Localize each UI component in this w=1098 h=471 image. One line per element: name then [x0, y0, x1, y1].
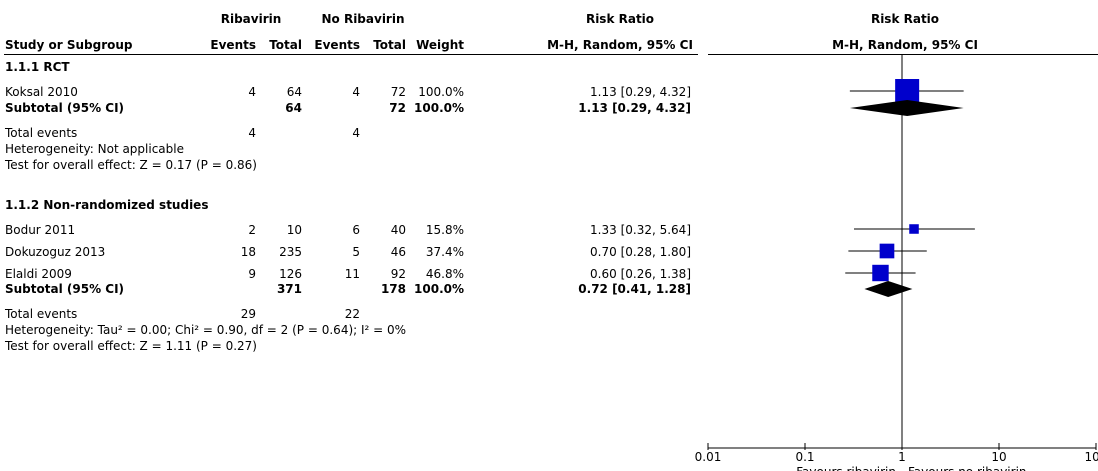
- total-events-2: 22: [344, 307, 360, 321]
- subtotal-diamond: [864, 281, 913, 297]
- events-1: 9: [248, 267, 256, 281]
- subtotal-ci-text: 0.72 [0.41, 1.28]: [578, 282, 691, 296]
- x-tick-label: 1: [898, 450, 906, 464]
- header-total-1: Total: [269, 38, 302, 52]
- total-events-2: 4: [352, 126, 360, 140]
- events-2: 6: [352, 223, 360, 237]
- total-2: 40: [390, 223, 406, 237]
- effect-square: [872, 264, 889, 282]
- subtotal-total-1: 371: [276, 282, 302, 296]
- header-method-right: M-H, Random, 95% CI: [832, 38, 978, 52]
- subtotal-diamond: [849, 100, 964, 116]
- weight: 46.8%: [425, 267, 464, 281]
- header-method-left: M-H, Random, 95% CI: [547, 38, 693, 52]
- x-tick-label: 10: [991, 450, 1006, 464]
- total-1: 126: [279, 267, 302, 281]
- header-group-no-ribavirin: No Ribavirin: [321, 12, 405, 26]
- heterogeneity-text: Heterogeneity: Not applicable: [5, 142, 184, 156]
- ci-text: 0.70 [0.28, 1.80]: [590, 245, 691, 259]
- events-2: 5: [352, 245, 360, 259]
- x-tick-label: 100: [1085, 450, 1098, 464]
- total-1: 64: [286, 85, 302, 99]
- subgroup-title: 1.1.1 RCT: [5, 60, 70, 74]
- overall-effect-text: Test for overall effect: Z = 0.17 (P = 0…: [5, 158, 257, 172]
- total-2: 92: [390, 267, 406, 281]
- header-events-2: Events: [314, 38, 360, 52]
- ci-text: 0.60 [0.26, 1.38]: [590, 267, 691, 281]
- events-1: 4: [248, 85, 256, 99]
- favours-right-label: Favours no ribavirin: [908, 465, 1027, 471]
- total-events-label: Total events: [5, 126, 78, 140]
- study-name: Elaldi 2009: [5, 267, 72, 281]
- events-2: 11: [344, 267, 360, 281]
- subtotal-total-2: 178: [380, 282, 406, 296]
- events-1: 18: [240, 245, 256, 259]
- weight: 100.0%: [418, 85, 464, 99]
- header-underline-plot: [708, 54, 1098, 55]
- subtotal-weight: 100.0%: [414, 101, 464, 115]
- effect-square: [895, 79, 920, 103]
- total-2: 46: [390, 245, 406, 259]
- study-name: Bodur 2011: [5, 223, 76, 237]
- total-2: 72: [390, 85, 406, 99]
- events-1: 2: [248, 223, 256, 237]
- events-2: 4: [352, 85, 360, 99]
- favours-left-label: Favours ribavirin: [796, 465, 896, 471]
- overall-effect-text: Test for overall effect: Z = 1.11 (P = 0…: [5, 339, 257, 353]
- total-1: 235: [279, 245, 302, 259]
- x-tick-label: 0.01: [695, 450, 722, 464]
- weight: 15.8%: [425, 223, 464, 237]
- subtotal-total-2: 72: [389, 101, 406, 115]
- header-group-ribavirin: Ribavirin: [220, 12, 282, 26]
- header-risk-ratio-right: Risk Ratio: [870, 12, 940, 26]
- header-total-2: Total: [373, 38, 406, 52]
- header-study: Study or Subgroup: [5, 38, 133, 52]
- header-weight: Weight: [416, 38, 464, 52]
- subtotal-label: Subtotal (95% CI): [5, 101, 125, 115]
- weight: 37.4%: [425, 245, 464, 259]
- ci-text: 1.13 [0.29, 4.32]: [590, 85, 691, 99]
- total-1: 10: [286, 223, 302, 237]
- subtotal-label: Subtotal (95% CI): [5, 282, 125, 296]
- x-tick-label: 0.1: [795, 450, 814, 464]
- study-name: Dokuzoguz 2013: [5, 245, 106, 259]
- header-events-1: Events: [210, 38, 256, 52]
- header-risk-ratio-left: Risk Ratio: [585, 12, 655, 26]
- ci-text: 1.33 [0.32, 5.64]: [590, 223, 691, 237]
- total-events-1: 29: [240, 307, 256, 321]
- heterogeneity-text: Heterogeneity: Tau² = 0.00; Chi² = 0.90,…: [5, 323, 407, 337]
- subtotal-weight: 100.0%: [414, 282, 464, 296]
- total-events-label: Total events: [5, 307, 78, 321]
- study-name: Koksal 2010: [5, 85, 78, 99]
- header-underline: [4, 54, 698, 55]
- total-events-1: 4: [248, 126, 256, 140]
- effect-square: [909, 224, 919, 234]
- subtotal-total-1: 64: [285, 101, 302, 115]
- subtotal-ci-text: 1.13 [0.29, 4.32]: [578, 101, 691, 115]
- effect-square: [879, 243, 895, 259]
- subgroup-title: 1.1.2 Non-randomized studies: [5, 198, 209, 212]
